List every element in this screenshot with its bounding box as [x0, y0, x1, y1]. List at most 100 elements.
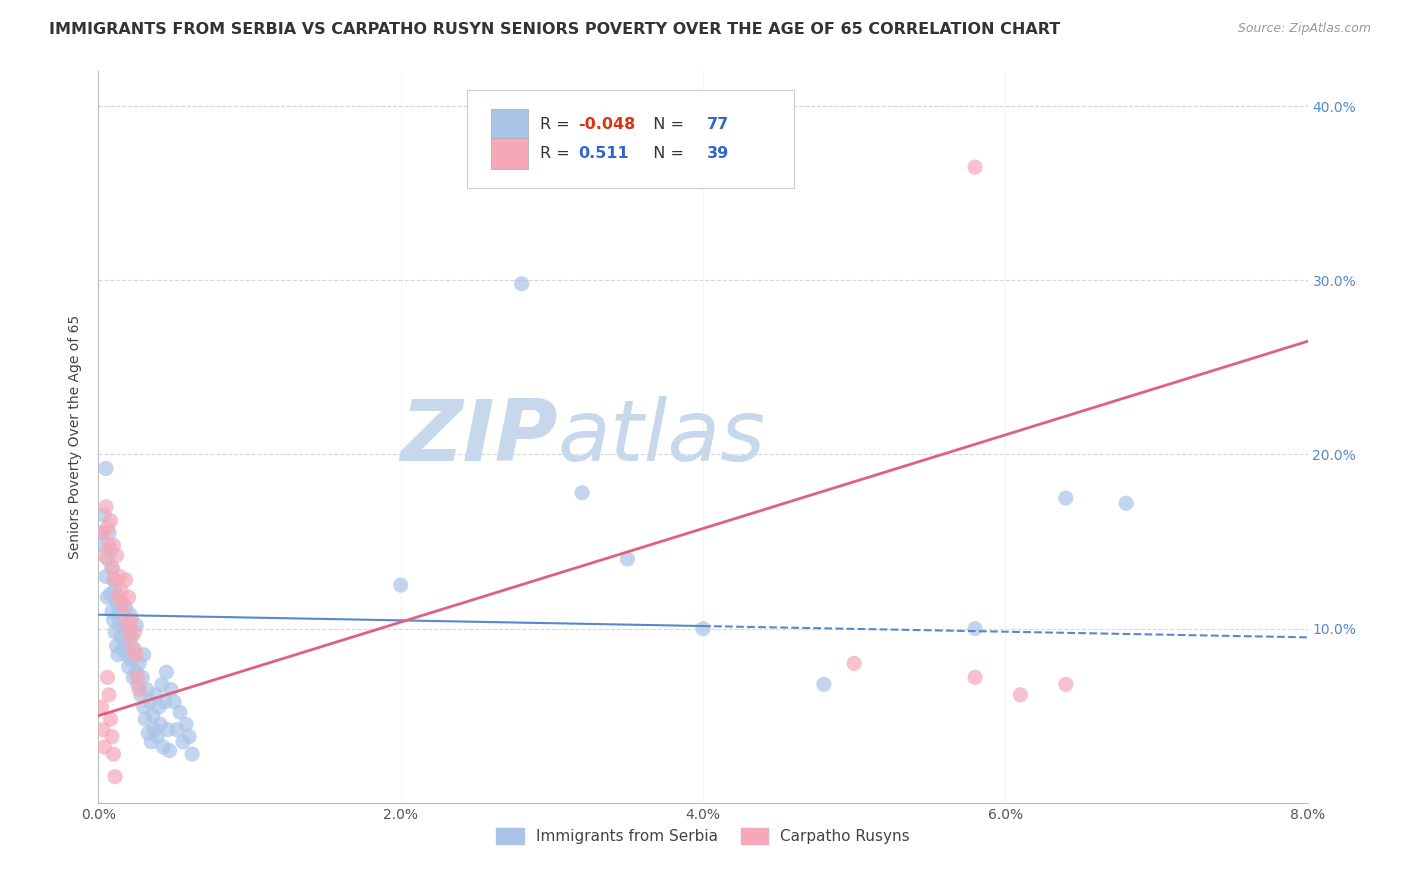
Y-axis label: Seniors Poverty Over the Age of 65: Seniors Poverty Over the Age of 65: [69, 315, 83, 559]
Point: [101, 604, 124, 618]
Point: [163, 695, 186, 709]
Point: [125, 618, 148, 632]
Point: [132, 648, 155, 662]
Point: [179, 730, 201, 744]
Point: [114, 600, 136, 615]
Point: [155, 665, 177, 680]
Point: [121, 631, 143, 645]
Point: [122, 670, 145, 684]
Point: [174, 717, 197, 731]
Point: [90, 700, 112, 714]
Point: [136, 726, 159, 740]
Text: ZIP: ZIP: [401, 395, 558, 479]
Point: [145, 688, 167, 702]
Point: [98, 525, 121, 540]
FancyBboxPatch shape: [492, 110, 527, 140]
Point: [105, 549, 128, 563]
Point: [160, 682, 183, 697]
Text: atlas: atlas: [558, 395, 766, 479]
Point: [150, 677, 173, 691]
Point: [107, 607, 129, 622]
Point: [965, 160, 987, 174]
Point: [129, 688, 152, 702]
Point: [108, 618, 131, 632]
Point: [101, 560, 124, 574]
Text: IMMIGRANTS FROM SERBIA VS CARPATHO RUSYN SENIORS POVERTY OVER THE AGE OF 65 CORR: IMMIGRANTS FROM SERBIA VS CARPATHO RUSYN…: [49, 22, 1060, 37]
Point: [121, 653, 143, 667]
Point: [111, 642, 134, 657]
Point: [91, 525, 114, 540]
Point: [115, 648, 138, 662]
Point: [114, 573, 136, 587]
FancyBboxPatch shape: [492, 138, 527, 169]
Point: [389, 578, 412, 592]
Point: [124, 625, 146, 640]
Point: [104, 573, 127, 587]
Point: [118, 625, 141, 640]
Point: [91, 538, 114, 552]
Point: [132, 700, 155, 714]
Point: [114, 635, 136, 649]
Point: [510, 277, 533, 291]
Point: [100, 514, 122, 528]
Text: N =: N =: [643, 117, 689, 132]
Point: [111, 595, 134, 609]
Point: [166, 723, 188, 737]
Text: 77: 77: [707, 117, 728, 132]
Point: [1115, 496, 1137, 510]
Point: [127, 677, 149, 691]
Point: [169, 705, 191, 719]
Point: [110, 595, 132, 609]
Point: [142, 708, 165, 723]
Point: [105, 639, 128, 653]
Point: [98, 688, 121, 702]
Point: [112, 607, 135, 622]
Point: [115, 618, 138, 632]
Point: [96, 552, 118, 566]
Text: -0.048: -0.048: [578, 117, 636, 132]
Point: [159, 743, 181, 757]
Point: [94, 569, 117, 583]
Point: [120, 607, 142, 622]
Point: [134, 712, 156, 726]
Point: [127, 670, 149, 684]
Text: N =: N =: [643, 145, 689, 161]
Point: [103, 613, 125, 627]
Point: [112, 622, 135, 636]
Point: [98, 538, 121, 552]
Point: [152, 740, 174, 755]
Point: [616, 552, 638, 566]
Point: [172, 735, 194, 749]
Point: [104, 770, 127, 784]
Point: [1010, 688, 1032, 702]
Point: [128, 682, 150, 697]
Point: [105, 595, 128, 609]
Point: [141, 735, 163, 749]
Point: [181, 747, 204, 761]
FancyBboxPatch shape: [467, 90, 793, 188]
Point: [692, 622, 714, 636]
Point: [1054, 677, 1077, 691]
Point: [100, 587, 122, 601]
Point: [156, 723, 179, 737]
Point: [104, 583, 127, 598]
Point: [94, 461, 117, 475]
Point: [96, 521, 118, 535]
Point: [90, 525, 112, 540]
Point: [107, 648, 129, 662]
Point: [1054, 491, 1077, 505]
Point: [122, 642, 145, 657]
Point: [128, 657, 150, 671]
Point: [149, 717, 172, 731]
Point: [571, 485, 593, 500]
Point: [153, 695, 176, 709]
Point: [91, 723, 114, 737]
Point: [121, 613, 143, 627]
Point: [96, 591, 118, 605]
Point: [101, 730, 124, 744]
Text: Source: ZipAtlas.com: Source: ZipAtlas.com: [1237, 22, 1371, 36]
Point: [110, 631, 132, 645]
Point: [103, 573, 125, 587]
Point: [143, 723, 166, 737]
Point: [108, 569, 131, 583]
